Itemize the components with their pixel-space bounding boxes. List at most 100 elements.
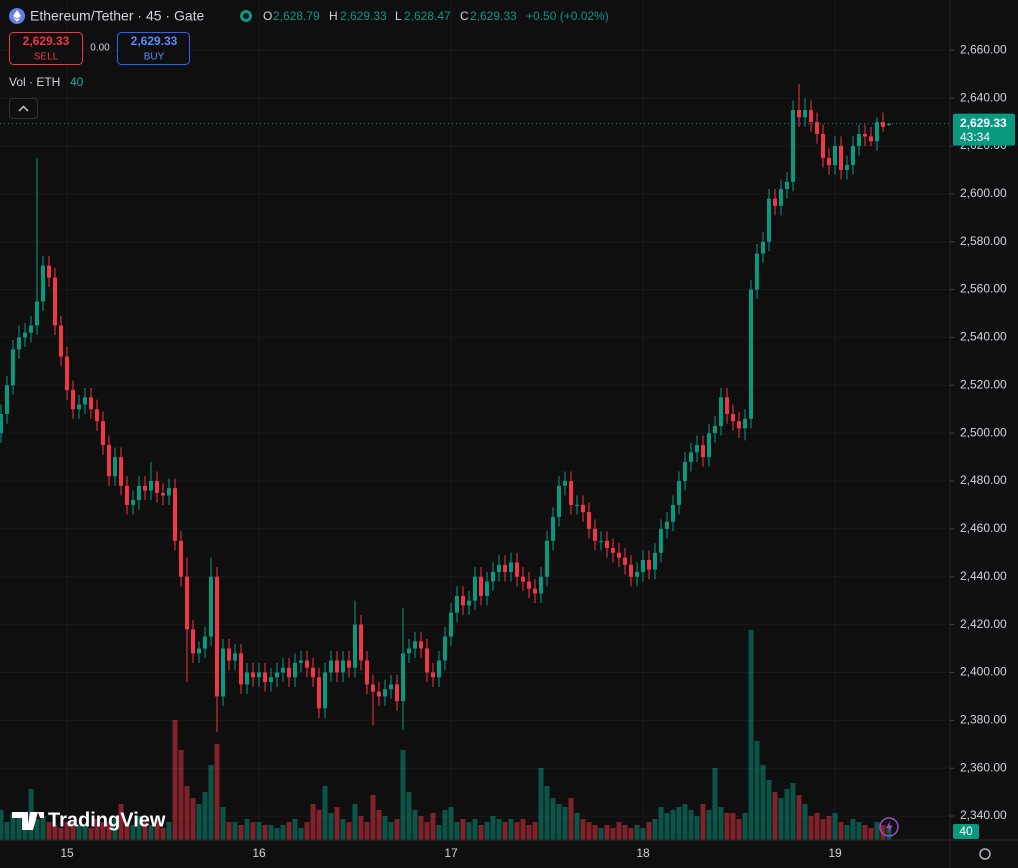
volume-bar [790, 783, 796, 840]
volume-bar [712, 768, 718, 840]
volume-bar [124, 822, 130, 840]
candle-body [317, 677, 321, 709]
candle-body [737, 421, 741, 429]
volume-bar [64, 822, 70, 840]
candle-body [341, 660, 345, 673]
x-tick-label: 19 [828, 846, 842, 860]
watermark: TradingView [48, 809, 166, 831]
ohlc-letter: C [460, 9, 469, 23]
buy-label: BUY [144, 52, 165, 63]
sell-price: 2,629.33 [23, 34, 70, 48]
candle-body [221, 648, 225, 697]
volume-bar [664, 813, 670, 840]
countdown: 43:34 [960, 130, 990, 144]
volume-bar [262, 825, 268, 840]
candle-body [761, 241, 765, 254]
candle-body [665, 521, 669, 529]
candle-body [35, 301, 39, 326]
candle-body [305, 660, 309, 668]
buy-button[interactable] [117, 32, 190, 65]
volume-bar [184, 786, 190, 840]
volume-bar [604, 825, 610, 840]
volume-bar [838, 822, 844, 840]
volume-bar [418, 816, 424, 840]
volume-bar [214, 744, 220, 840]
volume-bar [328, 813, 334, 840]
volume-bar [616, 822, 622, 840]
volume-bar [556, 804, 562, 840]
volume-bar [880, 825, 886, 840]
candle-body [281, 667, 285, 673]
volume-bar [388, 822, 394, 840]
volume-bar [760, 765, 766, 840]
volume-bar [574, 813, 580, 840]
volume-bar [58, 828, 64, 840]
volume-bar [646, 822, 652, 840]
volume-bar [166, 822, 172, 840]
sell-button[interactable] [9, 32, 83, 65]
volume-bar [130, 825, 136, 840]
candle-body [155, 481, 159, 493]
volume-bar [472, 819, 478, 840]
candle-body [629, 564, 633, 577]
ohlc-letter: L [395, 9, 402, 23]
lightning-button[interactable] [879, 817, 899, 837]
candle-body [683, 461, 687, 482]
candle-body [413, 641, 417, 649]
volume-bar [352, 804, 358, 840]
volume-bar [442, 810, 448, 840]
candle-body [839, 145, 843, 170]
volume-bar [52, 825, 58, 840]
volume-bar [592, 825, 598, 840]
volume-bar [634, 825, 640, 840]
candle-body [401, 653, 405, 702]
volume-layer [0, 630, 892, 840]
candle-body [437, 660, 441, 678]
candle-body [107, 445, 111, 477]
y-tick-label: 2,600.00 [960, 186, 1007, 200]
candle-body [833, 145, 837, 166]
candle-body [581, 504, 585, 513]
volume-bar [346, 822, 352, 840]
collapse-button[interactable] [9, 98, 38, 119]
volume-bar [400, 750, 406, 840]
volume-bar [76, 825, 82, 840]
volume-bar [802, 804, 808, 840]
candle-body [725, 397, 729, 415]
candle-body [875, 122, 879, 142]
volume-bar [280, 825, 286, 840]
candle-body [287, 667, 291, 678]
candle-body [473, 576, 477, 601]
volume-bar [658, 807, 664, 840]
candle-body [503, 564, 507, 572]
candle-body [371, 684, 375, 692]
volume-bar [820, 819, 826, 840]
candle-body [773, 198, 777, 206]
symbol-title[interactable]: Ethereum/Tether · 45 · Gate [30, 8, 205, 24]
volume-bar [46, 822, 52, 840]
volume-bar [484, 822, 490, 840]
candle-body [443, 636, 447, 661]
candle-body [731, 414, 735, 422]
candle-body [881, 122, 885, 127]
candle-body [749, 289, 753, 419]
candle-body [863, 134, 867, 137]
volume-bar [424, 822, 430, 840]
candle-body [293, 662, 297, 678]
volume-bar [16, 816, 22, 840]
candle-body [185, 576, 189, 630]
candle-body [659, 528, 663, 553]
volume-bar [832, 813, 838, 840]
candle-body [359, 624, 363, 661]
volume-bar [640, 828, 646, 840]
candle-body [365, 660, 369, 685]
volume-bar [628, 828, 634, 840]
volume-bar [430, 813, 436, 840]
settings-button[interactable] [979, 848, 991, 860]
volume-bar [220, 807, 226, 840]
candle-body [257, 672, 261, 678]
volume-bar [700, 804, 706, 840]
volume-bar [232, 822, 238, 840]
candle-body [89, 397, 93, 410]
buy-price: 2,629.33 [131, 34, 178, 48]
